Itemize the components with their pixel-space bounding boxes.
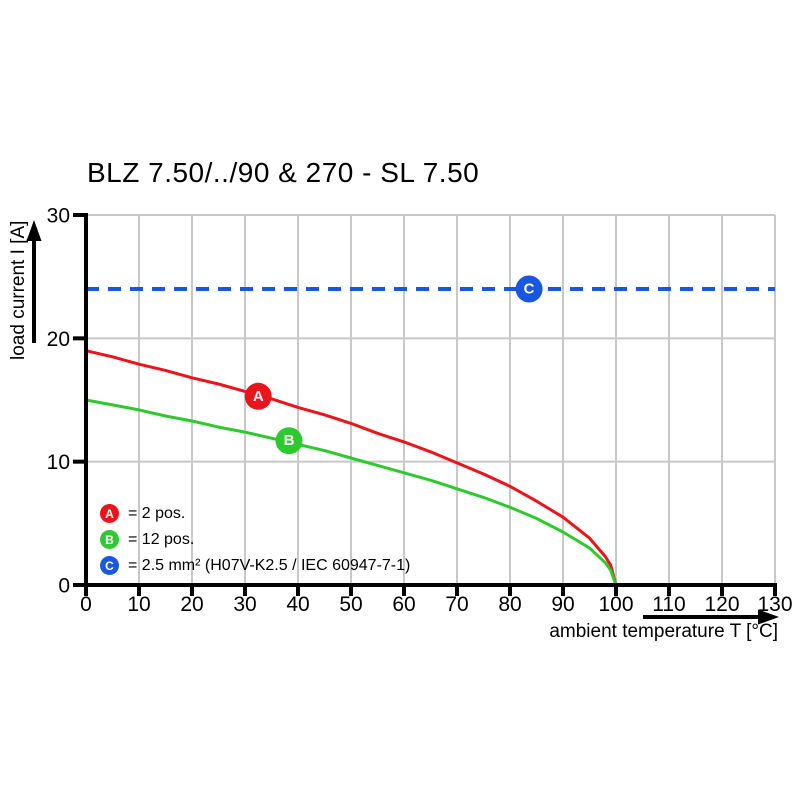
x-tick-label: 40	[286, 593, 309, 616]
x-axis-title: ambient temperature T [°C]	[549, 621, 778, 642]
legend-marker-a-icon: A	[100, 504, 119, 523]
chart-legend: A = 2 pos. B = 12 pos. C = 2.5 mm² (H07V…	[100, 504, 410, 582]
y-axis-arrowhead-icon	[26, 220, 42, 241]
curve-b	[85, 398, 618, 586]
x-tick-label: 20	[180, 593, 203, 616]
legend-item-b: B = 12 pos.	[100, 530, 410, 549]
x-tick-label: 50	[339, 593, 362, 616]
x-tick-label: 60	[392, 593, 415, 616]
x-axis-arrowhead-icon	[758, 609, 779, 625]
legend-marker-c-icon: C	[100, 556, 119, 575]
curve-a	[85, 349, 618, 586]
x-tick-label: 110	[652, 593, 685, 616]
y-tick-label: 0	[58, 575, 70, 598]
x-tick-label: 10	[127, 593, 150, 616]
curve-marker-letter: B	[284, 432, 295, 449]
legend-item-c: C = 2.5 mm² (H07V-K2.5 / IEC 60947-7-1)	[100, 556, 410, 575]
x-tick-label: 90	[551, 593, 574, 616]
legend-label-b: = 12 pos.	[128, 530, 195, 548]
curve-marker-letter: C	[524, 281, 535, 298]
x-tick-label: 80	[498, 593, 521, 616]
x-tick-label: 0	[80, 593, 92, 616]
y-tick-label: 10	[47, 451, 70, 474]
y-tick-label: 30	[47, 205, 70, 228]
chart-title: BLZ 7.50/../90 & 270 - SL 7.50	[87, 157, 480, 188]
legend-marker-b-icon: B	[100, 530, 119, 549]
x-tick-label: 130	[757, 593, 792, 616]
legend-label-a: = 2 pos.	[128, 504, 186, 522]
curve-marker-c-icon	[515, 275, 543, 303]
curve-marker-a-icon	[244, 382, 272, 410]
legend-label-c: = 2.5 mm² (H07V-K2.5 / IEC 60947-7-1)	[128, 556, 411, 574]
curve-marker-b-icon	[275, 427, 303, 455]
x-tick-label: 120	[704, 593, 739, 616]
curve-marker-letter: A	[253, 388, 264, 405]
y-tick-label: 20	[47, 328, 70, 351]
x-tick-label: 70	[445, 593, 468, 616]
x-tick-label: 100	[598, 593, 633, 616]
y-axis-title: load current I [A]	[8, 220, 29, 360]
x-tick-label: 30	[233, 593, 256, 616]
legend-item-a: A = 2 pos.	[100, 504, 410, 523]
